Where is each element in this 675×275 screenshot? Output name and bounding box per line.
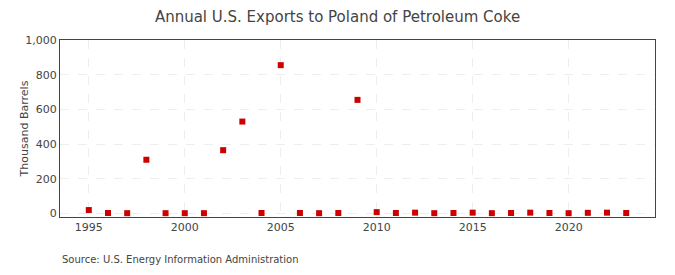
- svg-text:Source: U.S. Energy Informatio: Source: U.S. Energy Information Administ…: [62, 254, 299, 265]
- svg-text:400: 400: [36, 138, 57, 151]
- svg-text:600: 600: [36, 103, 57, 116]
- svg-text:1995: 1995: [75, 221, 103, 234]
- svg-text:2005: 2005: [267, 221, 295, 234]
- svg-text:1,000: 1,000: [25, 34, 57, 47]
- svg-text:2010: 2010: [363, 221, 391, 234]
- svg-text:Thousand Barrels: Thousand Barrels: [18, 80, 31, 177]
- svg-text:2015: 2015: [459, 221, 487, 234]
- svg-text:800: 800: [36, 69, 57, 82]
- svg-text:2020: 2020: [555, 221, 583, 234]
- svg-text:200: 200: [36, 173, 57, 186]
- svg-text:2000: 2000: [171, 221, 199, 234]
- svg-text:Annual U.S. Exports to Poland: Annual U.S. Exports to Poland of Petrole…: [155, 8, 520, 26]
- svg-text:0: 0: [50, 207, 57, 220]
